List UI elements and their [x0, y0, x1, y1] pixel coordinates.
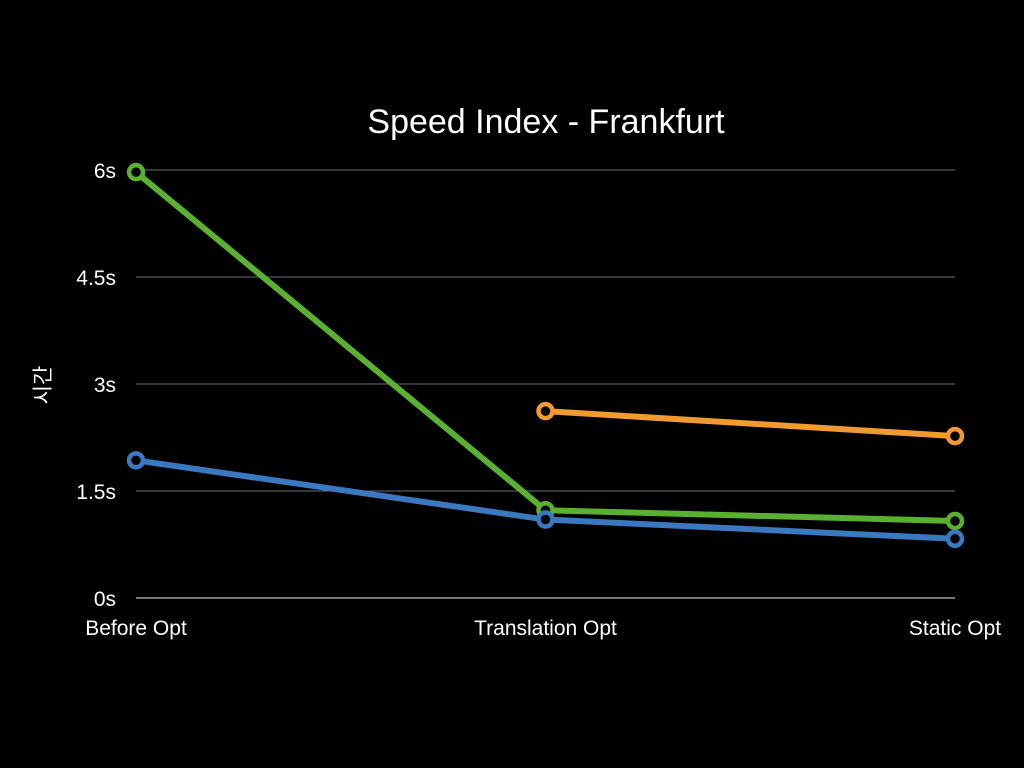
- series-group: [126, 451, 965, 549]
- y-tick-label: 6s: [94, 160, 116, 183]
- series-group: [536, 401, 965, 446]
- series-line: [133, 169, 958, 524]
- y-tick-label: 4.5s: [76, 267, 116, 290]
- data-point-marker: [945, 426, 965, 446]
- x-tick-label: Before Opt: [85, 617, 187, 640]
- series-lines: [126, 162, 965, 549]
- x-tick-label: Translation Opt: [474, 617, 617, 640]
- gridlines: [136, 169, 955, 599]
- y-axis-ticks: 0s 1.5s 3s 4.5s 6s: [76, 160, 116, 611]
- data-point-marker: [536, 510, 555, 529]
- data-point-marker: [126, 451, 146, 470]
- y-axis-label: 시간: [32, 366, 55, 405]
- series-group: [126, 162, 965, 531]
- chart-title: Speed Index - Frankfurt: [367, 103, 725, 141]
- data-point-marker: [536, 401, 555, 421]
- series-line: [542, 408, 958, 440]
- y-tick-label: 0s: [94, 588, 116, 611]
- data-point-marker: [945, 511, 965, 531]
- data-point-marker: [945, 529, 965, 549]
- x-tick-label: Static Opt: [909, 617, 1001, 640]
- x-axis-ticks: Before Opt Translation Opt Static Opt: [85, 617, 1001, 640]
- data-point-marker: [126, 162, 146, 182]
- y-tick-label: 1.5s: [76, 481, 116, 504]
- y-tick-label: 3s: [94, 374, 116, 397]
